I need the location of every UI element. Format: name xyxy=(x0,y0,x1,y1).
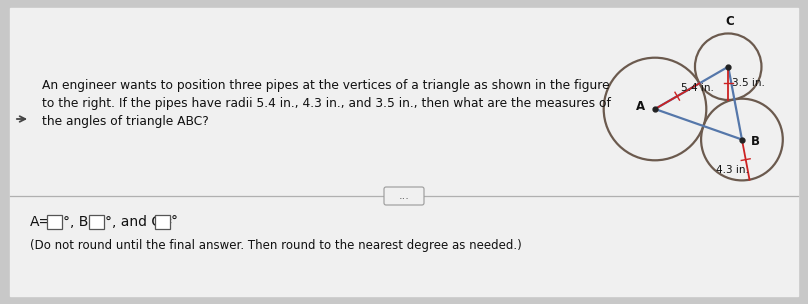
Text: °, and C=: °, and C= xyxy=(105,215,173,229)
Text: °: ° xyxy=(171,215,178,229)
Text: to the right. If the pipes have radii 5.4 in., 4.3 in., and 3.5 in., then what a: to the right. If the pipes have radii 5.… xyxy=(42,97,611,110)
Text: °, B=: °, B= xyxy=(63,215,100,229)
Text: 4.3 in.: 4.3 in. xyxy=(716,165,748,174)
Bar xyxy=(47,215,62,229)
Text: ...: ... xyxy=(398,191,410,201)
Text: (Do not round until the final answer. Then round to the nearest degree as needed: (Do not round until the final answer. Th… xyxy=(30,240,522,253)
Text: A=: A= xyxy=(30,215,51,229)
Bar xyxy=(89,215,104,229)
Text: B: B xyxy=(751,135,760,148)
Text: A: A xyxy=(636,101,645,113)
Text: the angles of triangle ABC?: the angles of triangle ABC? xyxy=(42,115,208,128)
Bar xyxy=(155,215,170,229)
Text: 5.4 in.: 5.4 in. xyxy=(681,83,714,93)
Text: An engineer wants to position three pipes at the vertices of a triangle as shown: An engineer wants to position three pipe… xyxy=(42,79,609,92)
Text: 3.5 in.: 3.5 in. xyxy=(732,78,765,88)
Text: C: C xyxy=(726,16,734,29)
FancyBboxPatch shape xyxy=(384,187,424,205)
